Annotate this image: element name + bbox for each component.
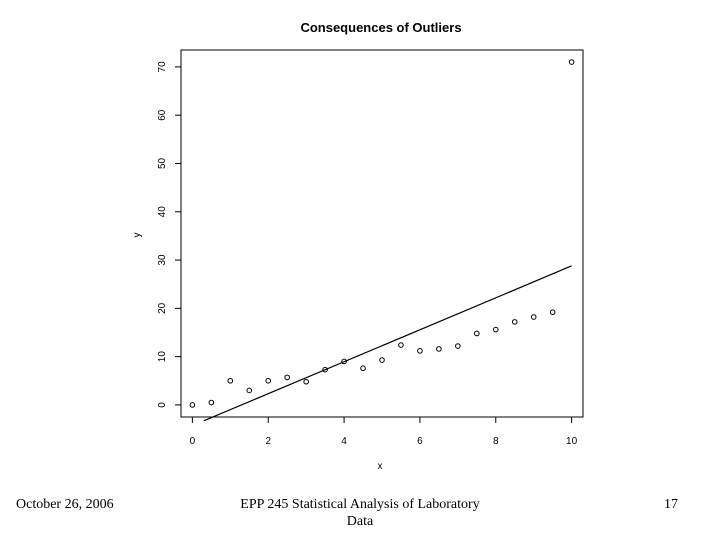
x-tick-label: 2 xyxy=(265,436,271,447)
data-point xyxy=(322,366,328,373)
data-point xyxy=(284,374,290,381)
data-point xyxy=(417,348,423,354)
x-axis-label: x xyxy=(378,461,383,472)
x-tick-label: 10 xyxy=(566,436,578,447)
data-point xyxy=(189,402,196,408)
x-axis: 0 2 4 6 8 10 xyxy=(190,416,578,447)
data-point xyxy=(360,365,366,372)
data-point xyxy=(303,378,309,385)
y-tick-label: 0 xyxy=(157,402,168,408)
data-point xyxy=(436,346,442,352)
x-tick-label: 4 xyxy=(341,436,347,447)
y-tick-label: 60 xyxy=(157,109,168,121)
y-tick-label: 20 xyxy=(157,302,168,314)
footer-course-title: EPP 245 Statistical Analysis of Laborato… xyxy=(240,497,480,529)
data-point xyxy=(455,343,461,349)
y-tick-label: 50 xyxy=(157,157,168,169)
chart-title: Consequences of Outliers xyxy=(300,20,461,35)
data-point xyxy=(492,326,499,333)
footer-page-number: 17 xyxy=(664,497,678,512)
data-point xyxy=(549,309,556,316)
plot-area xyxy=(180,49,584,422)
plot-frame xyxy=(180,49,584,418)
x-tick-label: 8 xyxy=(493,436,499,447)
data-point xyxy=(208,399,215,406)
y-axis-label: y xyxy=(132,233,143,238)
x-tick-label: 6 xyxy=(417,436,423,447)
data-point xyxy=(398,342,404,348)
y-tick-label: 30 xyxy=(157,254,168,266)
data-point xyxy=(341,358,347,365)
data-point xyxy=(379,357,385,363)
data-point xyxy=(530,314,537,320)
data-point xyxy=(568,59,575,65)
data-point xyxy=(265,377,272,384)
y-tick-label: 70 xyxy=(157,61,168,73)
x-tick-label: 0 xyxy=(190,436,196,447)
data-point xyxy=(511,319,518,325)
regression-line xyxy=(203,265,572,422)
y-tick-label: 10 xyxy=(157,351,168,363)
y-axis: 0 10 20 30 40 50 60 70 xyxy=(157,61,182,408)
data-point xyxy=(246,387,253,394)
y-tick-label: 40 xyxy=(157,206,168,218)
data-point xyxy=(227,377,234,384)
data-point xyxy=(474,330,480,337)
footer-date: October 26, 2006 xyxy=(16,497,114,512)
scatter-plot: Consequences of Outliers 0 2 4 6 8 10 0 10 20 30… xyxy=(132,20,584,472)
